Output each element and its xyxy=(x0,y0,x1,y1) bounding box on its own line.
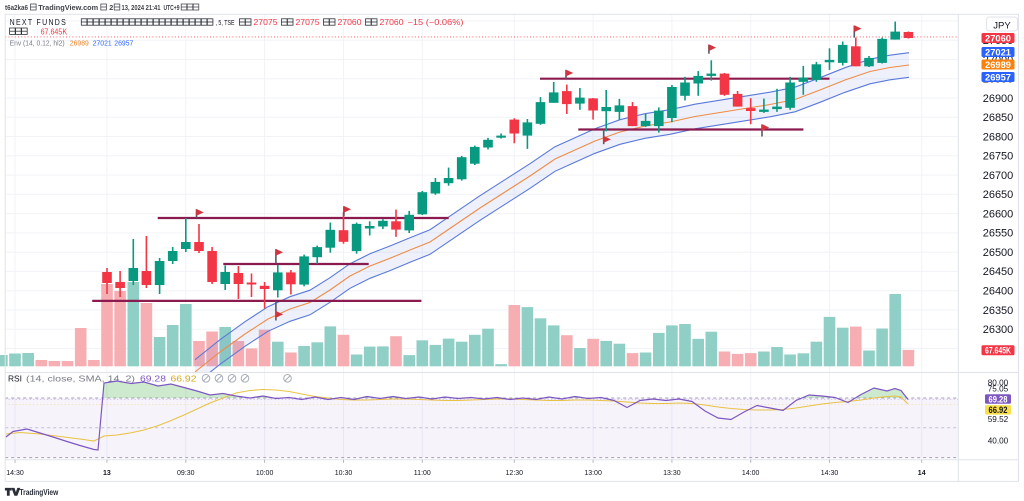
svg-text:26350: 26350 xyxy=(983,305,1014,317)
svg-text:13:00: 13:00 xyxy=(584,470,602,477)
svg-text:26400: 26400 xyxy=(983,286,1014,298)
svg-text:13: 13 xyxy=(103,470,111,477)
svg-text:Env (14, 0.12, hl2): Env (14, 0.12, hl2) xyxy=(10,39,65,48)
svg-text:26989: 26989 xyxy=(985,60,1011,71)
svg-text:13:30: 13:30 xyxy=(663,470,681,477)
svg-text:69.28: 69.28 xyxy=(140,373,166,383)
svg-text:(14, close, SMA, 14, 2): (14, close, SMA, 14, 2) xyxy=(26,373,135,383)
svg-text:14:00: 14:00 xyxy=(742,470,760,477)
svg-text:27060: 27060 xyxy=(380,18,404,27)
svg-text:12:30: 12:30 xyxy=(506,470,524,477)
svg-text:09:30: 09:30 xyxy=(177,470,195,477)
svg-text:NEXT FUNDS: NEXT FUNDS xyxy=(10,18,68,27)
svg-text:26957: 26957 xyxy=(985,72,1011,83)
svg-text:26900: 26900 xyxy=(983,93,1014,105)
svg-text:26750: 26750 xyxy=(983,151,1014,163)
svg-text:80.00: 80.00 xyxy=(988,378,1009,387)
svg-text:13, 2024 21:41: 13, 2024 21:41 xyxy=(122,3,162,12)
svg-text:27060: 27060 xyxy=(338,18,362,27)
svg-text:26450: 26450 xyxy=(983,266,1014,278)
svg-text:26550: 26550 xyxy=(983,228,1014,240)
svg-text:TradingView: TradingView xyxy=(20,488,59,497)
svg-text:UTC+9: UTC+9 xyxy=(164,3,180,12)
svg-text:27021: 27021 xyxy=(985,47,1012,58)
svg-text:27060: 27060 xyxy=(985,33,1011,44)
svg-text:26300: 26300 xyxy=(983,324,1014,336)
svg-text:26957: 26957 xyxy=(114,39,133,48)
svg-text:67.645K: 67.645K xyxy=(985,346,1012,356)
svg-text:26850: 26850 xyxy=(983,112,1014,124)
svg-text:14:30: 14:30 xyxy=(6,470,24,477)
svg-text:26650: 26650 xyxy=(983,189,1014,201)
svg-text:66.92: 66.92 xyxy=(989,405,1008,415)
svg-text:27075: 27075 xyxy=(296,18,320,27)
svg-text:26800: 26800 xyxy=(983,131,1014,143)
svg-text:TradingView.com: TradingView.com xyxy=(38,3,98,12)
svg-text:26989: 26989 xyxy=(70,39,89,48)
svg-text:75.05: 75.05 xyxy=(988,385,1009,394)
svg-text:27021: 27021 xyxy=(93,39,112,48)
svg-text:−15 (−0.06%): −15 (−0.06%) xyxy=(408,18,464,27)
svg-text:2: 2 xyxy=(109,3,113,12)
svg-text:, 5, TSE: , 5, TSE xyxy=(216,20,235,27)
svg-text:69.28: 69.28 xyxy=(989,394,1008,404)
svg-text:10:00: 10:00 xyxy=(256,470,274,477)
svg-text:66.92: 66.92 xyxy=(171,373,197,383)
svg-text:40.00: 40.00 xyxy=(988,436,1009,445)
svg-text:t6a2ka6: t6a2ka6 xyxy=(5,3,28,12)
svg-text:JPY: JPY xyxy=(993,21,1011,32)
svg-text:27075: 27075 xyxy=(254,18,278,27)
svg-text:26600: 26600 xyxy=(983,208,1014,220)
svg-text:26500: 26500 xyxy=(983,247,1014,259)
svg-text:59.52: 59.52 xyxy=(988,415,1009,424)
svg-text:11:00: 11:00 xyxy=(414,470,431,477)
svg-text:67.645K: 67.645K xyxy=(41,27,68,36)
svg-text:10:30: 10:30 xyxy=(335,470,353,477)
svg-text:26700: 26700 xyxy=(983,170,1014,182)
svg-text:RSI: RSI xyxy=(8,374,22,383)
svg-text:14: 14 xyxy=(918,470,926,477)
svg-text:14:30: 14:30 xyxy=(821,470,839,477)
